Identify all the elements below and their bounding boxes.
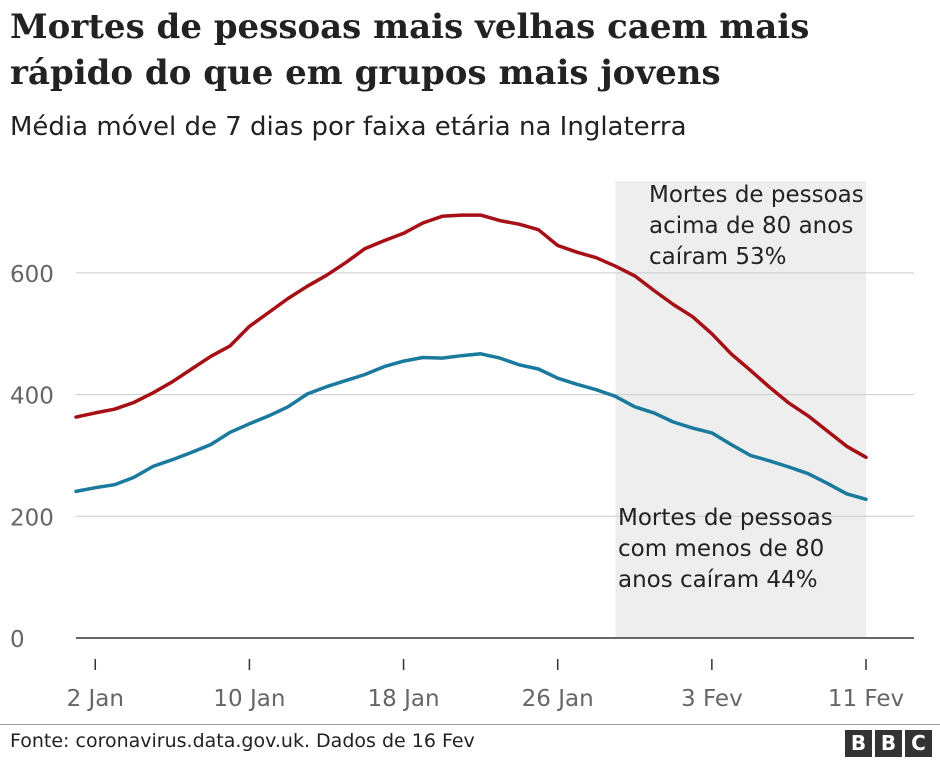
x-tick-label-5: 11 Fev (828, 686, 904, 712)
y-tick-label-200: 200 (10, 505, 54, 531)
x-tick-label-2: 18 Jan (368, 686, 440, 712)
annotation-over-80: Mortes de pessoas acima de 80 anos caíram … (649, 182, 864, 270)
series-line-under-80 (74, 352, 868, 502)
x-tick-label-3: 26 Jan (522, 686, 594, 712)
y-tick-label-600: 600 (10, 262, 54, 288)
series-line-over-80 (74, 213, 868, 460)
annotation-line: acima de 80 anos (649, 213, 853, 239)
annotation-under-80: Mortes de pessoas com menos de 80 anos caí… (618, 505, 833, 593)
x-tick-label-1: 10 Jan (213, 686, 285, 712)
source-note: Fonte: coronavirus.data.gov.uk. Dados de… (10, 730, 475, 752)
x-tick-label-4: 3 Fev (681, 686, 743, 712)
x-tick-label-0: 2 Jan (67, 686, 124, 712)
highlight-band (615, 181, 866, 638)
annotation-line: caíram 53% (649, 244, 787, 270)
bbc-logo-letter-3: C (905, 730, 932, 757)
bbc-logo: B B C (845, 730, 932, 757)
annotation-line: anos caíram 44% (618, 567, 818, 593)
chart-subtitle: Média móvel de 7 dias por faixa etária n… (10, 112, 687, 142)
chart-title: Mortes de pessoas mais velhas caem mais … (10, 7, 810, 93)
annotation-line: Mortes de pessoas (649, 182, 864, 208)
y-tick-label-0: 0 (10, 627, 25, 653)
bbc-logo-letter-1: B (845, 730, 872, 757)
bbc-logo-letter-2: B (875, 730, 902, 757)
annotation-line: com menos de 80 (618, 536, 824, 562)
annotation-line: Mortes de pessoas (618, 505, 833, 531)
footer-divider (0, 724, 940, 725)
y-tick-label-400: 400 (10, 384, 54, 410)
line-chart: 0 200 400 600 2 Jan 10 Jan 18 Jan 26 Jan 3 Fev 11… (10, 181, 914, 712)
